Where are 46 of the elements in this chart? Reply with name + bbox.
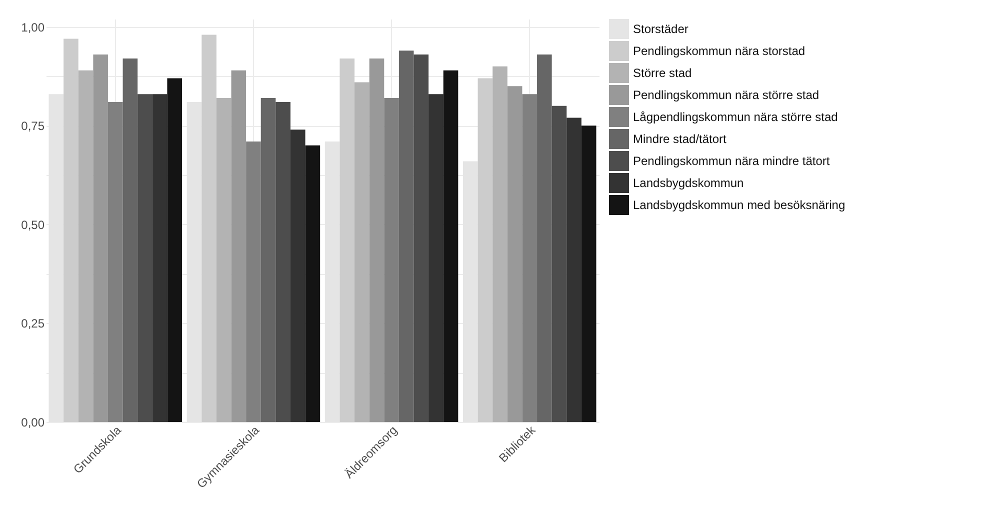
legend-label: Lågpendlingskommun nära större stad bbox=[633, 110, 838, 124]
bar bbox=[522, 94, 538, 422]
bar bbox=[566, 118, 582, 422]
bar bbox=[260, 98, 276, 422]
bar bbox=[93, 54, 108, 422]
legend-label: Pendlingskommun nära större stad bbox=[633, 88, 820, 102]
bar bbox=[305, 145, 320, 422]
bar bbox=[581, 126, 596, 422]
bar bbox=[167, 78, 182, 422]
legend-label: Landsbygdskommun bbox=[633, 176, 744, 190]
bar bbox=[552, 106, 567, 422]
bar bbox=[152, 94, 168, 422]
bar bbox=[122, 58, 138, 422]
y-tick-label: 0,25 bbox=[21, 316, 45, 331]
bar bbox=[108, 102, 123, 422]
bar bbox=[537, 54, 552, 422]
legend-label: Pendlingskommun nära storstad bbox=[633, 44, 806, 58]
bar bbox=[414, 54, 429, 422]
bar bbox=[507, 86, 522, 422]
y-tick-label: 0,75 bbox=[21, 119, 45, 134]
y-tick-label: 0,00 bbox=[21, 416, 45, 430]
bar bbox=[64, 38, 78, 422]
bar bbox=[478, 78, 493, 422]
legend-label: Mindre stad/tätort bbox=[633, 132, 728, 146]
bar bbox=[354, 82, 370, 422]
legend-label: Storstäder bbox=[633, 22, 688, 36]
bar bbox=[369, 58, 384, 422]
bar bbox=[231, 70, 246, 422]
bar bbox=[340, 58, 355, 422]
bar bbox=[492, 66, 508, 422]
bar bbox=[276, 102, 290, 422]
legend-label: Större stad bbox=[633, 66, 692, 80]
y-tick-label: 1,00 bbox=[21, 20, 45, 34]
bar bbox=[384, 98, 399, 422]
legend-label: Pendlingskommun nära mindre tätort bbox=[633, 154, 830, 168]
bar bbox=[138, 94, 152, 422]
bar bbox=[428, 94, 444, 422]
bar bbox=[246, 141, 261, 422]
bar bbox=[443, 70, 458, 422]
y-tick-label: 0,50 bbox=[21, 218, 45, 232]
bar bbox=[398, 50, 414, 422]
legend-label: Landsbygdskommun med besöksnäring bbox=[633, 198, 846, 212]
bar bbox=[290, 130, 306, 422]
bar bbox=[216, 98, 232, 422]
bar bbox=[78, 70, 94, 422]
bar bbox=[202, 34, 216, 422]
